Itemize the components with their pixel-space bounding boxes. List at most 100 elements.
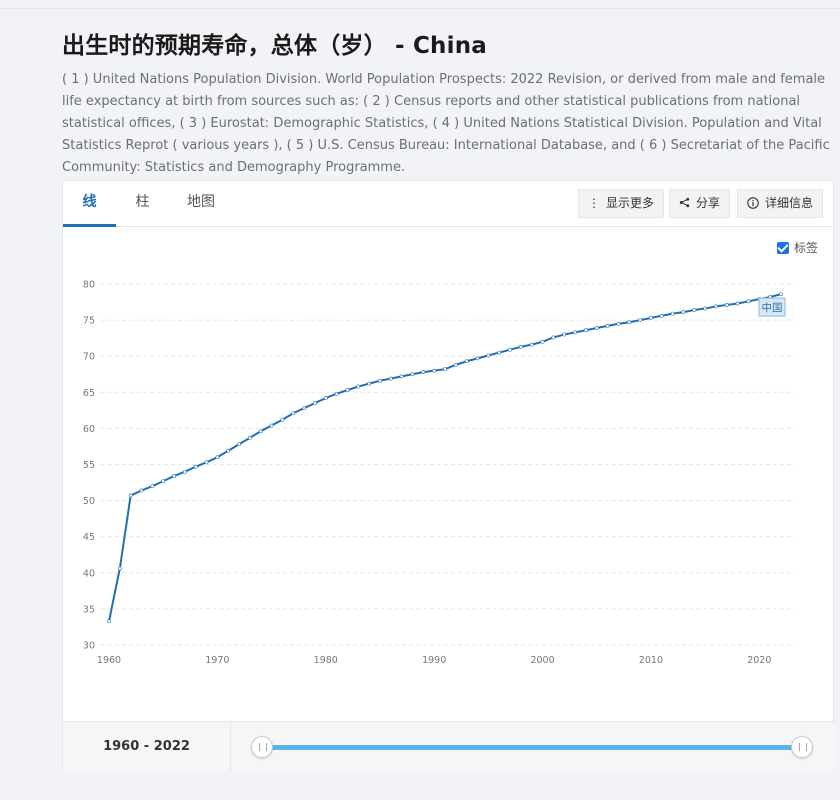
y-tick-label: 75 bbox=[83, 316, 95, 327]
data-point bbox=[573, 330, 577, 335]
range-start-handle[interactable] bbox=[251, 736, 273, 758]
details-button[interactable]: 详细信息 bbox=[737, 189, 824, 218]
data-point bbox=[562, 332, 567, 337]
chart-tabs: 线 柱 地图 ⋮ 显示更多 分享 详细信息 bbox=[63, 181, 835, 227]
data-point bbox=[302, 406, 306, 411]
data-point bbox=[258, 429, 263, 434]
data-point bbox=[323, 396, 328, 400]
y-tick-label: 50 bbox=[83, 496, 95, 507]
data-point bbox=[237, 442, 241, 447]
series-line bbox=[108, 293, 782, 622]
data-point bbox=[746, 299, 751, 304]
tab-line[interactable]: 线 bbox=[63, 181, 116, 227]
data-point bbox=[443, 367, 447, 372]
chart-card: 线 柱 地图 ⋮ 显示更多 分享 详细信息 标签 30 35 40 45 50 55 60 65… bbox=[62, 180, 835, 771]
y-tick-label: 70 bbox=[83, 352, 95, 363]
x-tick-label: 1980 bbox=[314, 655, 338, 666]
data-point bbox=[150, 484, 155, 489]
data-point bbox=[529, 342, 534, 347]
data-point bbox=[193, 464, 198, 469]
data-point bbox=[681, 310, 686, 315]
data-point bbox=[605, 323, 610, 328]
data-point bbox=[638, 318, 642, 323]
data-point bbox=[269, 423, 274, 428]
data-point bbox=[117, 566, 122, 571]
y-tick-label: 60 bbox=[83, 424, 95, 435]
data-point bbox=[714, 304, 718, 309]
data-point bbox=[367, 381, 372, 386]
data-point bbox=[627, 320, 632, 325]
life-expectancy-line-chart: 30 35 40 45 50 55 60 65 70 75 80 1960 1970 1980 1990 20… bbox=[83, 280, 795, 666]
data-point bbox=[291, 411, 296, 416]
x-tick-label: 1990 bbox=[422, 655, 446, 666]
data-point bbox=[464, 359, 469, 364]
tab-map[interactable]: 地图 bbox=[187, 194, 215, 210]
data-point bbox=[356, 384, 361, 389]
data-point bbox=[735, 301, 740, 306]
range-end-handle[interactable] bbox=[791, 736, 813, 758]
data-point bbox=[475, 356, 480, 361]
data-point bbox=[399, 374, 404, 379]
source-note: ( 1 ) United Nations Population Division… bbox=[62, 72, 830, 175]
range-label: 1960 - 2022 bbox=[63, 722, 231, 771]
data-point bbox=[670, 311, 675, 316]
data-point bbox=[508, 347, 512, 352]
data-point bbox=[107, 619, 111, 624]
data-point bbox=[518, 344, 523, 349]
labels-checkbox-label: 标签 bbox=[794, 241, 819, 255]
x-tick-label: 2020 bbox=[747, 655, 771, 666]
x-tick-label: 1970 bbox=[205, 655, 229, 666]
x-tick-label: 1960 bbox=[97, 655, 121, 666]
data-point bbox=[345, 388, 350, 393]
data-point bbox=[334, 391, 339, 396]
y-tick-label: 35 bbox=[83, 604, 95, 615]
data-point bbox=[594, 326, 599, 330]
data-point bbox=[139, 488, 144, 493]
data-point bbox=[497, 350, 502, 355]
time-range-footer: 1960 - 2022 bbox=[63, 721, 835, 771]
data-point bbox=[703, 306, 708, 311]
data-point bbox=[182, 469, 187, 474]
show-more-button[interactable]: ⋮ 显示更多 bbox=[578, 189, 665, 218]
data-point bbox=[226, 448, 231, 453]
series-label-text: 中国 bbox=[762, 301, 783, 314]
tab-bar[interactable]: 柱 bbox=[135, 194, 150, 210]
data-point bbox=[540, 339, 545, 344]
x-tick-label: 2000 bbox=[530, 655, 554, 666]
data-point bbox=[172, 474, 176, 478]
data-point bbox=[378, 378, 382, 383]
y-tick-label: 65 bbox=[83, 388, 95, 399]
data-point bbox=[313, 401, 317, 406]
x-tick-label: 2010 bbox=[639, 655, 663, 666]
data-point bbox=[584, 328, 588, 333]
y-tick-label: 30 bbox=[83, 641, 95, 652]
data-point bbox=[410, 372, 415, 377]
share-icon bbox=[679, 190, 690, 217]
data-point bbox=[248, 435, 252, 440]
data-point bbox=[432, 368, 437, 373]
data-point bbox=[204, 460, 209, 465]
data-point bbox=[486, 353, 491, 358]
data-point bbox=[215, 455, 220, 460]
data-point bbox=[692, 308, 697, 312]
data-point bbox=[388, 376, 393, 381]
y-tick-label: 40 bbox=[83, 568, 95, 579]
series-label-box bbox=[758, 297, 786, 317]
data-point bbox=[551, 335, 556, 340]
info-icon bbox=[747, 190, 759, 217]
data-point bbox=[649, 316, 653, 320]
series-end-label: 中国 bbox=[758, 297, 786, 317]
show-more-label: 显示更多 bbox=[606, 196, 655, 210]
share-button[interactable]: 分享 bbox=[669, 189, 731, 218]
labels-checkbox[interactable]: 标签 bbox=[777, 239, 818, 256]
page-title: 出生时的预期寿命，总体（岁） - China bbox=[62, 33, 487, 59]
data-point bbox=[453, 362, 458, 367]
data-point bbox=[280, 417, 285, 422]
y-tick-label: 55 bbox=[83, 460, 95, 471]
share-label: 分享 bbox=[696, 196, 721, 210]
checkbox-checked-icon[interactable] bbox=[777, 242, 789, 254]
range-slider-track[interactable] bbox=[263, 745, 803, 750]
data-point bbox=[421, 370, 426, 374]
vertical-dots-icon: ⋮ bbox=[588, 196, 600, 210]
data-point bbox=[779, 292, 783, 297]
